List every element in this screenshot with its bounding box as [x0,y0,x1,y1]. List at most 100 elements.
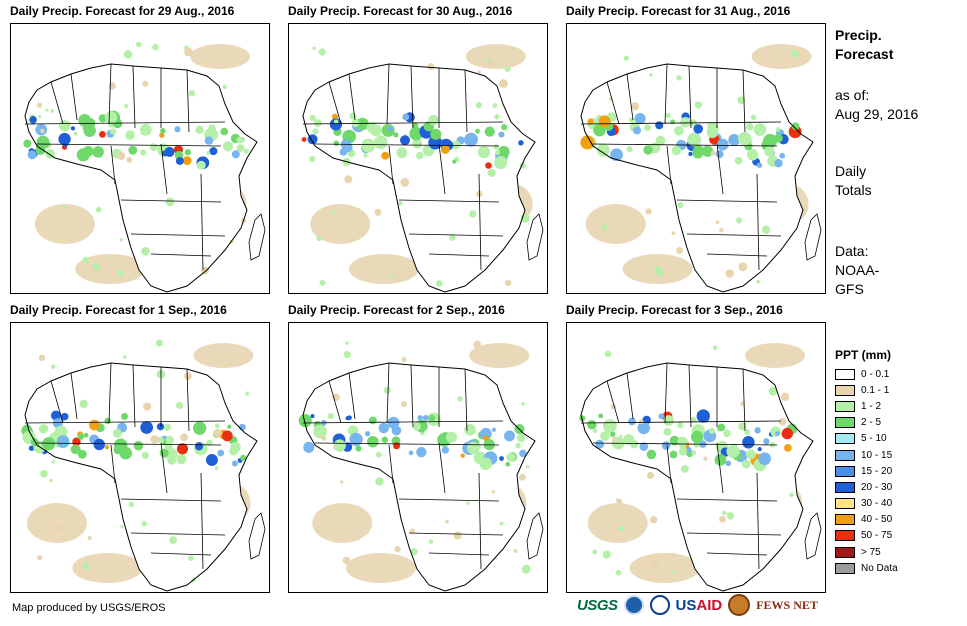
dry-area [587,503,648,543]
usaid-aid: AID [696,596,723,614]
dry-area [310,204,371,244]
precip-cell [29,116,37,124]
precip-cell [791,122,800,131]
precip-cell [469,210,477,218]
precip-cell [77,449,87,459]
precip-cell [408,450,414,456]
precip-cell [484,126,495,137]
country-border [160,143,168,195]
precip-cell [734,156,743,165]
precip-cell [779,152,786,159]
precip-cell [781,427,793,440]
precip-cell [410,548,418,556]
precip-cell [92,262,101,271]
precip-cell [690,416,697,423]
precip-cell [329,118,343,131]
precip-cell [327,412,334,420]
precip-cell [77,433,85,440]
precip-cell [746,123,754,131]
precip-cell [374,208,382,216]
precip-cell [123,355,127,359]
precip-cell [706,126,719,139]
precip-cell [136,41,142,48]
precip-cell [112,428,122,438]
legend-label: 15 - 20 [861,465,893,477]
precip-cell [643,145,653,155]
precip-cell [309,114,316,122]
precip-cell [756,280,760,284]
precip-cell [715,150,724,159]
precip-cell [82,256,89,263]
precip-cell [83,432,89,438]
legend-label: 0 - 0.1 [861,368,890,380]
precip-cell [612,436,618,443]
precip-cell [457,396,463,402]
panel-title: Daily Precip. Forecast for 3 Sep., 2016 [566,303,783,317]
precip-cell [722,510,727,516]
precip-cell [737,131,752,146]
country-border [756,472,760,570]
panel-title: Daily Precip. Forecast for 1 Sep., 2016 [10,303,227,317]
country-border [664,63,668,125]
precip-cell [387,126,393,132]
country-border [580,420,782,424]
precip-cell [409,528,416,534]
country-border [132,364,136,428]
country-border [388,145,394,185]
precip-cell [222,84,227,90]
country-border [186,368,190,432]
precip-cell [595,439,605,449]
precip-cell [396,275,403,282]
precip-cell [209,147,218,156]
precip-cell [155,339,163,347]
precip-cell [119,446,133,460]
precip-cell [349,112,357,120]
precip-cell [738,422,747,431]
precip-cell [757,447,762,452]
precip-cell [50,109,55,113]
precip-cell [493,144,499,150]
side-title-line1: Precip. [835,27,882,43]
africa-map-svg [580,44,822,293]
precip-cell [126,156,133,163]
country-border [410,65,414,129]
precip-cell [655,135,666,146]
legend-swatch [835,400,855,412]
precip-cell [655,121,664,130]
country-border [408,233,504,237]
precip-cell [784,444,792,452]
legend-swatch [835,368,855,380]
precip-cell [725,269,734,278]
precip-cell [301,137,307,142]
precip-cell [707,122,713,128]
precip-cell [125,130,135,140]
precip-map [288,322,548,593]
precip-cell [40,469,48,478]
country-border [676,498,778,502]
precip-cell [658,413,665,420]
precip-cell [710,150,716,156]
country-border [160,442,168,494]
precip-cell [753,123,767,136]
precip-cell [36,102,43,108]
precip-cell [143,402,152,411]
legend-item: No Data [835,560,898,576]
precip-cell [633,126,642,135]
precip-cell [719,228,724,233]
legend-label: No Data [861,562,898,574]
precip-cell [243,148,250,154]
precip-cell [717,423,726,432]
precip-cell [719,515,726,523]
dry-area [751,44,812,69]
country-border [606,81,620,125]
precip-cell [50,410,61,421]
country-border [302,121,504,125]
precip-cell [452,159,457,164]
precip-cell [356,117,369,131]
legend-label: 30 - 40 [861,498,893,510]
precip-cell [600,431,610,441]
precip-cell [518,473,526,481]
precip-cell [505,279,512,287]
country-border [398,199,500,203]
precip-cell [504,430,515,442]
